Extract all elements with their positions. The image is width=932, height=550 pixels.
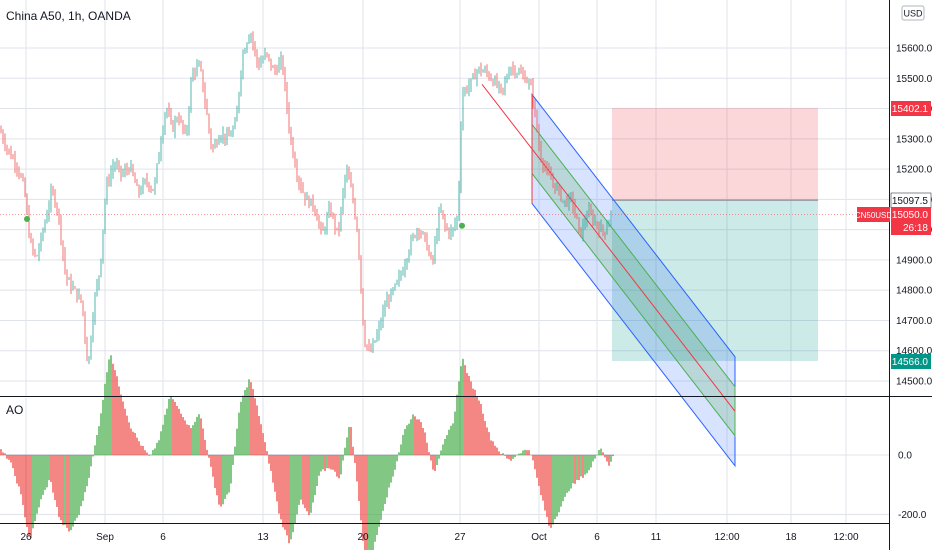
price-series bbox=[0, 31, 612, 365]
entry-badge: 15097.5 bbox=[890, 192, 932, 209]
time-tick-label: Sep bbox=[96, 532, 114, 543]
signal-markers bbox=[24, 216, 465, 229]
long-position-tool[interactable] bbox=[612, 107, 818, 362]
price-tick-label: 15300.0 bbox=[896, 134, 932, 145]
ao-tick-label: -200.0 bbox=[898, 510, 927, 521]
entry-badge-label: 15097.5 bbox=[892, 196, 929, 207]
time-tick-label: 27 bbox=[454, 532, 466, 543]
current-price-badge: CN50USD 15050.0 26:18 bbox=[855, 207, 931, 235]
price-tick-label: 14900.0 bbox=[896, 255, 932, 266]
signal-dot bbox=[24, 216, 30, 223]
target-zone bbox=[612, 200, 818, 362]
channel-midline bbox=[481, 84, 736, 412]
time-tick-label: 20 bbox=[357, 532, 369, 543]
time-tick-label: 12:00 bbox=[833, 532, 858, 543]
ao-histogram bbox=[0, 355, 614, 550]
time-tick-label: 26 bbox=[20, 532, 32, 543]
signal-dot bbox=[459, 222, 465, 229]
symbol-label: CN50USD bbox=[855, 211, 893, 220]
chart-title: China A50, 1h, OANDA bbox=[6, 9, 131, 23]
countdown-label: 26:18 bbox=[903, 223, 928, 234]
time-tick-label: 18 bbox=[785, 532, 797, 543]
price-tick-label: 15600.0 bbox=[896, 44, 932, 55]
currency-label: USD bbox=[903, 9, 923, 19]
stop-zone bbox=[612, 107, 818, 201]
time-tick-label: 11 bbox=[651, 532, 662, 543]
target-badge: 14566.0 bbox=[891, 354, 931, 369]
regression-channel[interactable] bbox=[481, 84, 736, 468]
price-tick-label: 14500.0 bbox=[896, 377, 932, 388]
price-tick-label: 15200.0 bbox=[896, 165, 932, 176]
time-tick-label: 13 bbox=[257, 532, 269, 543]
indicator-title: AO bbox=[6, 403, 23, 417]
target-badge-label: 14566.0 bbox=[892, 357, 929, 368]
price-tick-label: 14700.0 bbox=[896, 316, 932, 327]
time-tick-label: Oct bbox=[531, 532, 547, 543]
price-tick-label: 14600.0 bbox=[896, 346, 932, 357]
time-tick-label: 6 bbox=[160, 532, 166, 543]
stop-badge: 15402.1 bbox=[891, 101, 931, 116]
current-price-label: 15050.0 bbox=[892, 210, 929, 221]
ao-tick-label: 0.0 bbox=[898, 451, 912, 462]
price-tick-label: 14800.0 bbox=[896, 286, 932, 297]
time-axis[interactable]: 26 Sep 6 13 20 27 Oct 6 11 12:00 18 12:00 bbox=[20, 532, 859, 543]
ao-axis[interactable]: 0.0 -200.0 bbox=[898, 451, 927, 522]
price-tick-label: 15500.0 bbox=[896, 74, 932, 85]
stop-badge-label: 15402.1 bbox=[892, 104, 929, 115]
time-tick-label: 6 bbox=[594, 532, 600, 543]
time-tick-label: 12:00 bbox=[714, 532, 739, 543]
currency-button[interactable]: USD bbox=[901, 5, 925, 21]
